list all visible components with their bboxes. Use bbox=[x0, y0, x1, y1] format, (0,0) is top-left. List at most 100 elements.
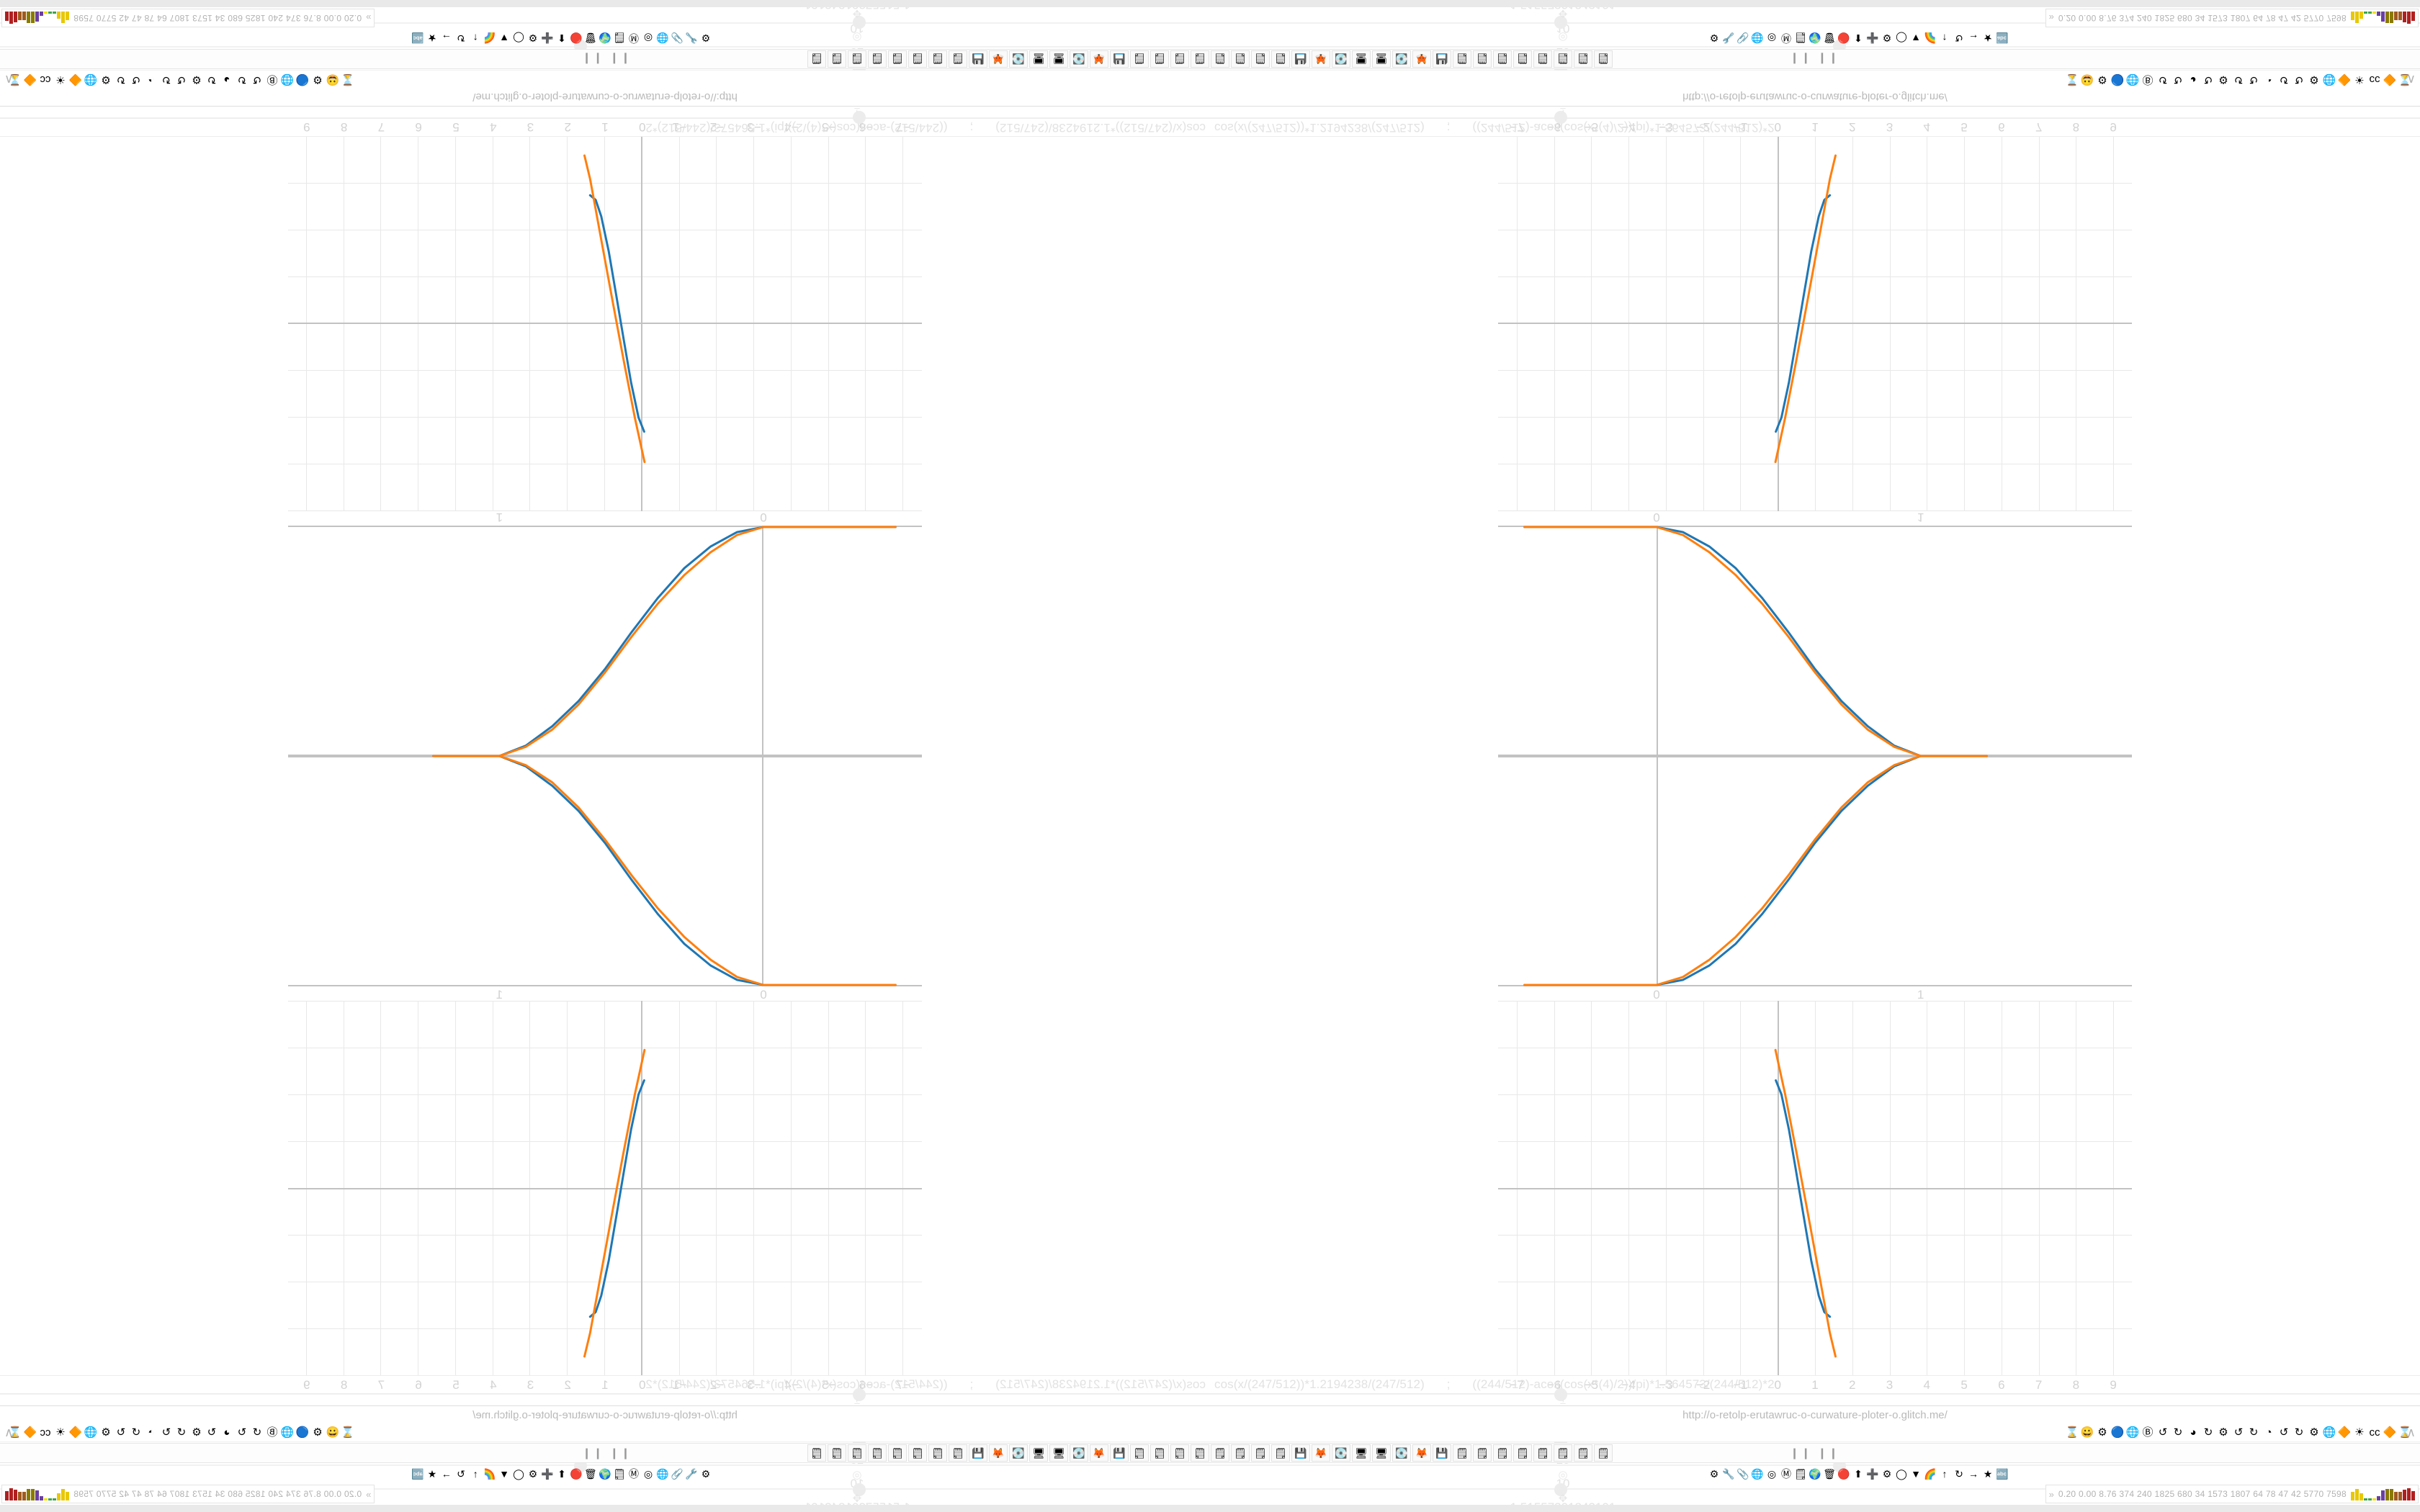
toolbar-icon-7[interactable]: 🌍 bbox=[599, 32, 611, 45]
extension-icon-14[interactable]: ↺ bbox=[2279, 1426, 2289, 1439]
toolbar-icon-17[interactable]: ↻ bbox=[1955, 1467, 1963, 1480]
slider-track[interactable] bbox=[1210, 1465, 2420, 1466]
extension-icon-2[interactable]: ⚙ bbox=[313, 73, 323, 86]
extension-icon-10[interactable]: ⚙ bbox=[2218, 1426, 2228, 1439]
toolbar-icon-17[interactable]: ↻ bbox=[457, 32, 465, 45]
scroll-track[interactable] bbox=[0, 0, 1210, 7]
taskbar-window-button[interactable]: 🗒 bbox=[1533, 1444, 1552, 1462]
window-taskbar[interactable]: ❙❙ ❙❙ 🗒 🗒 🗒 🗒 💾 🦊 💽 🖥 🖥 💽 🦊 💾 🗒 🗒 🗒 🗒 🗒 🗒 🗒 🗒 bbox=[0, 49, 1210, 69]
taskbar-window-button[interactable]: 🗒 bbox=[1170, 1444, 1189, 1462]
toolbar-icon-12[interactable]: ⚙ bbox=[1882, 1467, 1892, 1480]
extension-toolbar[interactable]: ⌛ 😀 ⚙ 🔵 🌐 Ⓑ ↺ ↻ ◕ ↻ ⚙ ↺ ↻ ◔ ↺ ↻ ⚙ 🌐 🔶 ☀ cc 🔶 ⌛ bbox=[1210, 1424, 2420, 1441]
slider-track[interactable] bbox=[0, 1394, 1210, 1395]
extension-icon-row[interactable]: ⌛ 😀 ⚙ 🔵 🌐 Ⓑ ↺ ↻ ◕ ↻ ⚙ ↺ ↻ ◔ ↺ ↻ ⚙ 🌐 🔶 ☀ cc 🔶 ⌛ bbox=[8, 71, 355, 87]
taskbar-window-button[interactable]: 🗒 bbox=[1170, 50, 1189, 68]
toolbar-icon-4[interactable]: ◎ bbox=[1767, 1467, 1777, 1480]
system-monitor[interactable]: » 0.20 0.00 8.76 374 240 1825 680 34 157… bbox=[2045, 1485, 2419, 1503]
extension-icon-12[interactable]: ↻ bbox=[161, 1426, 171, 1439]
extension-icon-20[interactable]: cc bbox=[2369, 73, 2380, 86]
extension-icon-4[interactable]: 🌐 bbox=[280, 73, 295, 86]
taskbar-window-button[interactable]: 🗒 bbox=[1191, 50, 1209, 68]
toolbar-icon-6[interactable]: 🗒 bbox=[1794, 1467, 1807, 1480]
taskbar-window-button[interactable]: 🗒 bbox=[1231, 50, 1250, 68]
taskbar-window-button[interactable]: 🗒 bbox=[807, 1444, 826, 1462]
toolbar-icon-9[interactable]: 🔴 bbox=[570, 32, 583, 45]
extension-icon-13[interactable]: ◔ bbox=[2265, 73, 2272, 86]
extension-icon-12[interactable]: ↻ bbox=[2249, 1426, 2259, 1439]
toolbar-icon-14[interactable]: ▼ bbox=[1911, 32, 1921, 44]
slider-track[interactable] bbox=[1210, 1441, 2420, 1442]
extension-icon-6[interactable]: ↺ bbox=[2158, 73, 2168, 86]
toolbar-icon-1[interactable]: 🔧 bbox=[685, 32, 698, 45]
taskbar-window-button[interactable]: 💾 bbox=[1433, 1444, 1451, 1462]
toolbar-icon-18[interactable]: → bbox=[1968, 32, 1978, 44]
workspace-pager[interactable]: ❙❙ ❙❙ bbox=[1790, 53, 1840, 65]
taskbar-window-button[interactable]: 🗒 bbox=[1574, 50, 1592, 68]
extension-icon-0[interactable]: ⌛ bbox=[2065, 73, 2079, 86]
extension-icon-3[interactable]: 🔵 bbox=[295, 73, 310, 86]
formula-bar[interactable]: cos(x/(247/512))*1.2194238/(247/512) ; (… bbox=[1210, 1375, 2420, 1394]
taskbar-window-button[interactable]: 🗒 bbox=[949, 1444, 967, 1462]
toolbar-icon-11[interactable]: ➕ bbox=[1866, 32, 1879, 45]
toolbar-icon-9[interactable]: 🔴 bbox=[1837, 1467, 1850, 1480]
toolbar-icon-8[interactable]: 🗑 bbox=[1823, 32, 1836, 45]
toolbar-icon-6[interactable]: 🗒 bbox=[1794, 32, 1807, 45]
toolbar-icon-20[interactable]: 🔤 bbox=[1996, 1467, 2009, 1480]
browser-toolbar-icons[interactable]: ⚙ 🔧 📎 🌐 ◎ Ⓜ 🗒 🌍 🗑 🔴 ⬆ ➕ ⚙ ◯ ▼ 🌈 ↑ ↻ → ★ 🔤 bbox=[0, 1464, 1210, 1483]
toolbar-icon-0[interactable]: ⚙ bbox=[701, 32, 711, 45]
expand-icon[interactable]: » bbox=[366, 1488, 372, 1500]
extension-toolbar[interactable]: ⌛ 😀 ⚙ 🔵 🌐 Ⓑ ↺ ↻ ◕ ↻ ⚙ ↺ ↻ ◔ ↺ ↻ ⚙ 🌐 🔶 ☀ cc 🔶 ⌛ bbox=[0, 71, 1210, 88]
slider-track[interactable] bbox=[1210, 1489, 2420, 1490]
taskbar-window-button[interactable]: 🦊 bbox=[1412, 50, 1431, 68]
toolbar-icon-16[interactable]: ↑ bbox=[472, 32, 478, 44]
url-bar[interactable]: http://o-retolp-erutawruc-o-curwature-pl… bbox=[0, 88, 1210, 107]
toolbar-icon-18[interactable]: → bbox=[442, 32, 452, 44]
extension-icon-4[interactable]: 🌐 bbox=[2125, 73, 2140, 86]
extension-icon-3[interactable]: 🔵 bbox=[2110, 73, 2125, 86]
taskbar-window-button[interactable]: 🗒 bbox=[1473, 50, 1492, 68]
toolbar-icon-3[interactable]: 🌐 bbox=[1751, 32, 1764, 45]
toolbar-icon-14[interactable]: ▼ bbox=[499, 32, 509, 44]
toolbar-icon-8[interactable]: 🗑 bbox=[584, 1467, 597, 1480]
formula-bar[interactable]: cos(x/(247/512))*1.2194238/(247/512) ; (… bbox=[0, 118, 1210, 137]
toolbar-icon-20[interactable]: 🔤 bbox=[411, 32, 424, 45]
toolbar-icon-12[interactable]: ⚙ bbox=[1882, 32, 1892, 45]
taskbar-window-button[interactable]: 🗒 bbox=[1271, 1444, 1290, 1462]
taskbar-window-button[interactable]: 💽 bbox=[1070, 1444, 1088, 1462]
taskbar-window-button[interactable]: 🖥 bbox=[1029, 50, 1048, 68]
taskbar-window-button[interactable]: 💽 bbox=[1392, 50, 1411, 68]
derivative-panel[interactable]: −7 −6 −5 −4 −3 −2 −1 0 1 2 3 4 5 6 7 8 9 bbox=[1498, 1001, 2132, 1392]
toolbar-icon-0[interactable]: ⚙ bbox=[1709, 32, 1719, 45]
extension-icon-9[interactable]: ↻ bbox=[2203, 1426, 2213, 1439]
extension-icon-19[interactable]: ☀ bbox=[2354, 73, 2365, 86]
toolbar-icon-19[interactable]: ★ bbox=[1983, 1467, 1993, 1480]
taskbar-window-button[interactable]: 💾 bbox=[969, 50, 987, 68]
toolbar-icon-7[interactable]: 🌍 bbox=[1809, 32, 1821, 45]
taskbar-window-button[interactable]: 🖥 bbox=[1049, 1444, 1068, 1462]
taskbar-window-button[interactable]: 🦊 bbox=[1312, 1444, 1330, 1462]
extension-icon-4[interactable]: 🌐 bbox=[2125, 1426, 2140, 1439]
workspace-pager[interactable]: ❙❙ ❙❙ bbox=[1790, 1447, 1840, 1459]
extension-icon-row[interactable]: ⌛ 😀 ⚙ 🔵 🌐 Ⓑ ↺ ↻ ◕ ↻ ⚙ ↺ ↻ ◔ ↺ ↻ ⚙ 🌐 🔶 ☀ cc 🔶 ⌛ bbox=[8, 1425, 355, 1441]
taskbar-window-button[interactable]: 🖥 bbox=[1352, 50, 1371, 68]
toolbar-icon-15[interactable]: 🌈 bbox=[483, 32, 496, 45]
extension-icon-16[interactable]: ⚙ bbox=[101, 1426, 111, 1439]
toolbar-icon-16[interactable]: ↑ bbox=[472, 1468, 478, 1480]
derivative-panel[interactable]: −7 −6 −5 −4 −3 −2 −1 0 1 2 3 4 5 6 7 8 9 bbox=[288, 1001, 922, 1392]
taskbar-window-button[interactable]: 🗒 bbox=[1554, 1444, 1572, 1462]
extension-icon-0[interactable]: ⌛ bbox=[341, 73, 355, 86]
extension-icon-11[interactable]: ↺ bbox=[176, 73, 187, 86]
taskbar-window-button[interactable]: 💽 bbox=[1332, 1444, 1350, 1462]
scroll-track[interactable] bbox=[1210, 0, 2420, 7]
toolbar-icon-2[interactable]: 📎 bbox=[671, 1467, 684, 1480]
extension-icon-5[interactable]: Ⓑ bbox=[266, 1426, 278, 1439]
taskbar-window-button[interactable]: 💽 bbox=[1392, 1444, 1411, 1462]
extension-icon-5[interactable]: Ⓑ bbox=[2142, 73, 2154, 86]
toolbar-icon-16[interactable]: ↑ bbox=[1942, 1468, 1948, 1480]
extension-icon-2[interactable]: ⚙ bbox=[2097, 1426, 2107, 1439]
taskbar-window-button[interactable]: 🗒 bbox=[1251, 50, 1270, 68]
taskbar-window-button[interactable]: 🗒 bbox=[1574, 1444, 1592, 1462]
taskbar-window-button[interactable]: 🗒 bbox=[1594, 1444, 1613, 1462]
extension-icon-0[interactable]: ⌛ bbox=[341, 1426, 355, 1439]
toolbar-icon-11[interactable]: ➕ bbox=[541, 32, 554, 45]
